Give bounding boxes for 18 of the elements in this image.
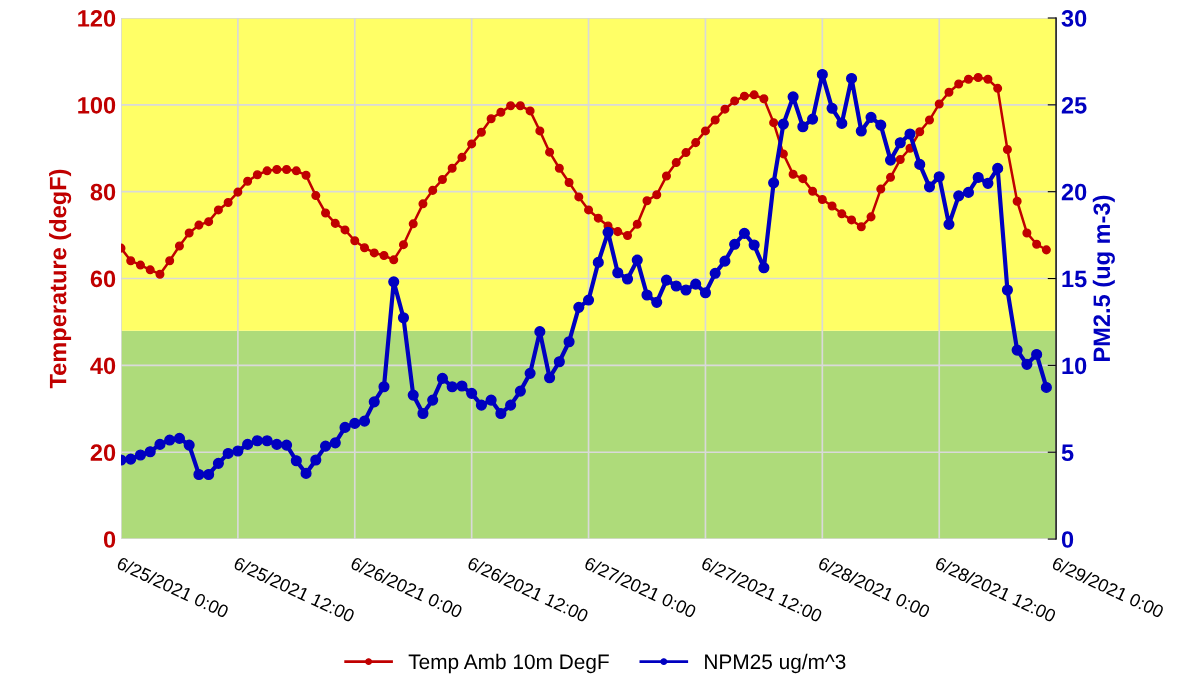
y-tick-label: 60 xyxy=(90,270,116,288)
y-tick-label: 0 xyxy=(103,531,116,548)
y-tick-label: 20 xyxy=(90,444,116,462)
legend-label: Temp Amb 10m DegF xyxy=(408,653,609,674)
y2-tick-label: 30 xyxy=(1061,10,1087,27)
y-tick-label: 80 xyxy=(90,183,116,201)
y-axis-title: Temperature (degF) xyxy=(49,169,72,389)
y-tick-label: 100 xyxy=(78,96,116,114)
y2-tick-label: 20 xyxy=(1061,183,1087,201)
y-tick-label: 120 xyxy=(78,10,116,27)
y2-tick-label: 10 xyxy=(1062,357,1087,375)
y2-axis-title: PM2.5 (ug m-3) xyxy=(1092,195,1115,361)
legend-label: NPM25 ug/m^3 xyxy=(705,653,846,674)
y2-tick-label: 25 xyxy=(1061,96,1087,114)
y2-tick-label: 5 xyxy=(1061,444,1074,462)
y-tick-label: 40 xyxy=(90,357,116,375)
y2-tick-label: 15 xyxy=(1062,270,1087,288)
y2-tick-label: 0 xyxy=(1061,531,1074,548)
